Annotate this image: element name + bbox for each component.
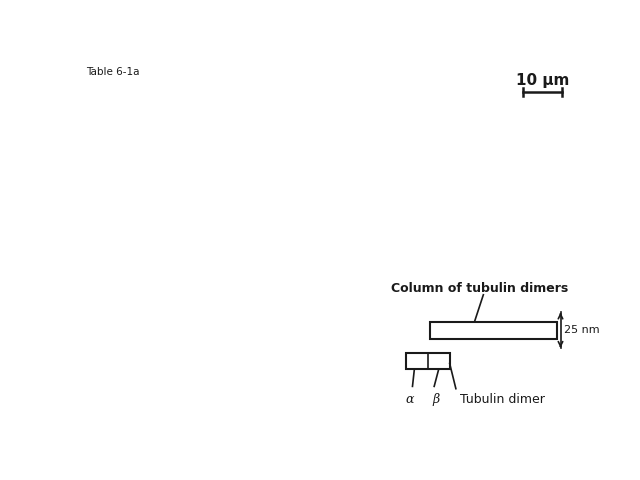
Text: β: β bbox=[433, 393, 440, 406]
Text: 25 nm: 25 nm bbox=[564, 325, 599, 335]
Text: 10 μm: 10 μm bbox=[516, 72, 570, 88]
Text: Tubulin dimer: Tubulin dimer bbox=[460, 393, 545, 406]
Bar bbox=[406, 352, 450, 370]
Text: Table 6-1a: Table 6-1a bbox=[86, 67, 140, 77]
Text: Column of tubulin dimers: Column of tubulin dimers bbox=[391, 282, 568, 295]
Bar bbox=[430, 322, 557, 339]
Text: α: α bbox=[405, 393, 413, 406]
